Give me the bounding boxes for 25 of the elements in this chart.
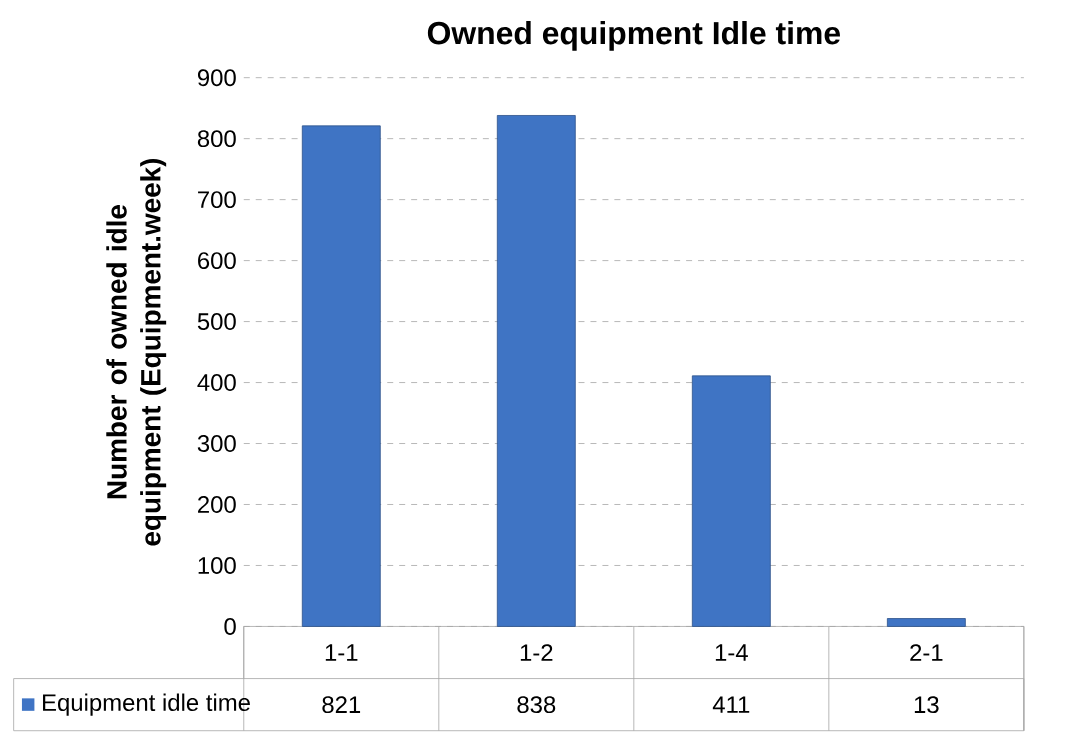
y-tick-label: 100 xyxy=(198,557,236,574)
x-tick-label: 1-1 xyxy=(325,644,358,661)
bar xyxy=(496,115,576,627)
chart-title: Owned equipment Idle time xyxy=(427,21,840,51)
bar xyxy=(301,125,381,627)
y-tick-label: 500 xyxy=(197,313,236,331)
bar xyxy=(886,618,966,627)
y-axis-title: Number of owned idle equipment (Equipment.week) xyxy=(106,159,167,546)
legend-label: Equipment idle time xyxy=(43,693,250,716)
y-tick-label: 800 xyxy=(197,130,236,148)
bar xyxy=(691,375,771,627)
y-tick-label: 300 xyxy=(197,435,236,453)
y-tick-label: 200 xyxy=(198,496,236,514)
data-label: 838 xyxy=(517,696,556,714)
data-label: 13 xyxy=(914,696,939,714)
x-tick-label: 2-1 xyxy=(910,644,943,661)
data-label: 821 xyxy=(322,696,361,714)
y-tick-label: 400 xyxy=(197,374,236,392)
x-tick-label: 1-4 xyxy=(715,644,748,661)
y-tick-label: 0 xyxy=(224,618,236,635)
y-tick-label: 600 xyxy=(198,252,236,270)
x-tick-label: 1-2 xyxy=(520,644,553,661)
y-tick-label: 700 xyxy=(198,191,236,209)
y-tick-label: 900 xyxy=(197,69,236,87)
data-label: 411 xyxy=(712,696,750,713)
